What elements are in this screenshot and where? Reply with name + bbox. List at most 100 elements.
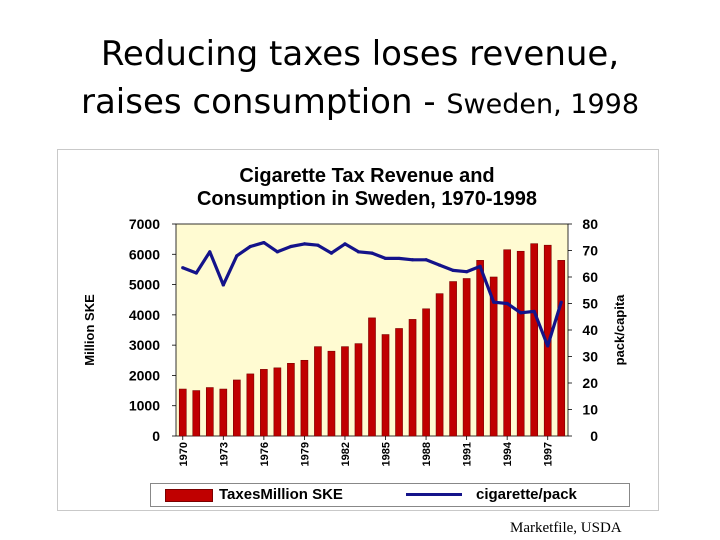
x-tick-label: 1991 bbox=[462, 442, 474, 466]
line-point-1979 bbox=[302, 242, 307, 246]
line-point-1988 bbox=[424, 258, 428, 262]
line-point-1985 bbox=[383, 256, 388, 261]
bar-1980 bbox=[314, 346, 322, 437]
x-tick-label: 1976 bbox=[259, 442, 271, 466]
y-axis-left-label: Million SKE bbox=[82, 294, 97, 366]
line-point-1980 bbox=[316, 243, 320, 247]
line-point-1981 bbox=[329, 251, 334, 255]
y-right-tick-label: 30 bbox=[582, 349, 598, 365]
line-point-1975 bbox=[248, 244, 252, 249]
bar-1975 bbox=[246, 373, 255, 437]
chart-frame: Cigarette Tax Revenue and Consumption in… bbox=[57, 149, 659, 511]
y-axis-right-label: pack/capita bbox=[612, 294, 627, 366]
bar-1992 bbox=[476, 260, 484, 437]
slide-title-line2-small: Sweden, 1998 bbox=[446, 89, 639, 120]
line-point-1983 bbox=[356, 250, 361, 254]
line-point-1971 bbox=[194, 271, 198, 275]
line-point-1987 bbox=[410, 258, 415, 262]
bar-1973 bbox=[219, 388, 228, 437]
bar-1970 bbox=[178, 388, 187, 437]
y-left-tick-label: 5000 bbox=[129, 277, 160, 293]
y-left-tick-label: 3000 bbox=[129, 337, 160, 353]
line-point-1990 bbox=[451, 268, 455, 272]
legend-label-taxes: TaxesMillion SKE bbox=[219, 486, 343, 503]
y-right-tick-label: 0 bbox=[590, 428, 598, 444]
line-point-1978 bbox=[289, 244, 293, 249]
line-point-1993 bbox=[492, 300, 496, 304]
bar-1982 bbox=[341, 346, 349, 437]
bar-1984 bbox=[368, 317, 376, 437]
y-right-tick-label: 70 bbox=[582, 243, 598, 259]
slide-title-line1: Reducing taxes loses revenue, bbox=[100, 34, 620, 74]
bar-1990 bbox=[449, 281, 457, 437]
bar-1991 bbox=[462, 278, 471, 437]
y-left-tick-label: 0 bbox=[152, 428, 160, 444]
chart-legend: TaxesMillion SKE cigarette/pack bbox=[150, 483, 630, 507]
bar-1985 bbox=[381, 334, 390, 437]
x-tick-label: 1973 bbox=[218, 442, 230, 466]
x-tick-label: 1982 bbox=[340, 442, 352, 466]
line-point-1989 bbox=[437, 263, 442, 267]
bar-1983 bbox=[354, 343, 363, 437]
line-point-1984 bbox=[370, 251, 374, 255]
y-left-tick-label: 2000 bbox=[129, 367, 160, 383]
bar-1971 bbox=[192, 390, 201, 437]
bar-1981 bbox=[327, 350, 336, 437]
y-right-tick-label: 40 bbox=[582, 322, 598, 338]
chart-title-line2: Consumption in Sweden, 1970-1998 bbox=[197, 188, 537, 210]
legend-label-cigarette: cigarette/pack bbox=[476, 486, 577, 503]
bar-1988 bbox=[422, 308, 430, 437]
x-tick-label: 1985 bbox=[381, 442, 393, 466]
bar-1977 bbox=[273, 367, 282, 437]
line-point-1972 bbox=[208, 250, 212, 254]
line-point-1994 bbox=[505, 301, 509, 306]
legend-swatch-taxes bbox=[165, 489, 213, 502]
line-group bbox=[181, 240, 563, 348]
bar-1986 bbox=[395, 328, 403, 437]
y-right-tick-label: 50 bbox=[582, 296, 598, 312]
source-note: Marketfile, USDA bbox=[510, 520, 622, 536]
bar-1989 bbox=[435, 293, 444, 437]
line-point-1995 bbox=[519, 311, 523, 315]
x-tick-label: 1988 bbox=[421, 442, 433, 466]
line-point-1991 bbox=[465, 270, 469, 274]
y-right-tick-label: 60 bbox=[582, 269, 598, 285]
bar-1987 bbox=[408, 319, 417, 437]
line-point-1970 bbox=[181, 266, 185, 270]
line-point-1974 bbox=[235, 254, 239, 258]
x-tick-label: 1979 bbox=[299, 442, 311, 466]
bar-1972 bbox=[205, 387, 214, 437]
line-point-1976 bbox=[262, 240, 266, 245]
line-point-1996 bbox=[532, 309, 536, 314]
y-left-tick-label: 7000 bbox=[129, 216, 160, 232]
axes-group: 0 1000 2000 3000 4000 5000 6000 7000 0 10 20 30 40 50… bbox=[129, 216, 598, 466]
legend-swatch-cigarette bbox=[406, 493, 462, 496]
line-point-1977 bbox=[275, 250, 279, 254]
slide-title: Reducing taxes loses revenue, raises con… bbox=[0, 30, 720, 129]
y-left-tick-label: 4000 bbox=[129, 307, 160, 323]
bar-1993 bbox=[489, 276, 498, 437]
x-tick-label: 1994 bbox=[502, 441, 514, 466]
chart-svg: Cigarette Tax Revenue and Consumption in… bbox=[82, 165, 627, 466]
line-point-1998 bbox=[559, 300, 563, 304]
slide-title-line2: raises consumption - Sweden, 1998 bbox=[0, 78, 720, 129]
y-left-tick-label: 6000 bbox=[129, 246, 160, 262]
bar-1976 bbox=[260, 369, 268, 437]
y-right-tick-label: 80 bbox=[582, 216, 598, 232]
x-tick-label: 1970 bbox=[178, 442, 190, 466]
bar-1996 bbox=[530, 243, 539, 437]
bar-1995 bbox=[516, 250, 525, 437]
bar-1979 bbox=[300, 359, 309, 437]
line-point-1973 bbox=[221, 283, 225, 287]
y-right-tick-label: 20 bbox=[582, 375, 598, 391]
y-left-tick-label: 1000 bbox=[129, 398, 160, 414]
y-right-tick-label: 10 bbox=[582, 402, 598, 418]
slide-title-line2-main: raises consumption - bbox=[80, 82, 447, 122]
bar-1994 bbox=[503, 249, 511, 437]
bar-1978 bbox=[287, 363, 295, 437]
line-point-1997 bbox=[546, 344, 550, 348]
chart-title-line1: Cigarette Tax Revenue and bbox=[239, 165, 494, 187]
line-point-1992 bbox=[478, 264, 482, 268]
bar-1998 bbox=[557, 260, 566, 437]
bar-1974 bbox=[233, 379, 241, 437]
